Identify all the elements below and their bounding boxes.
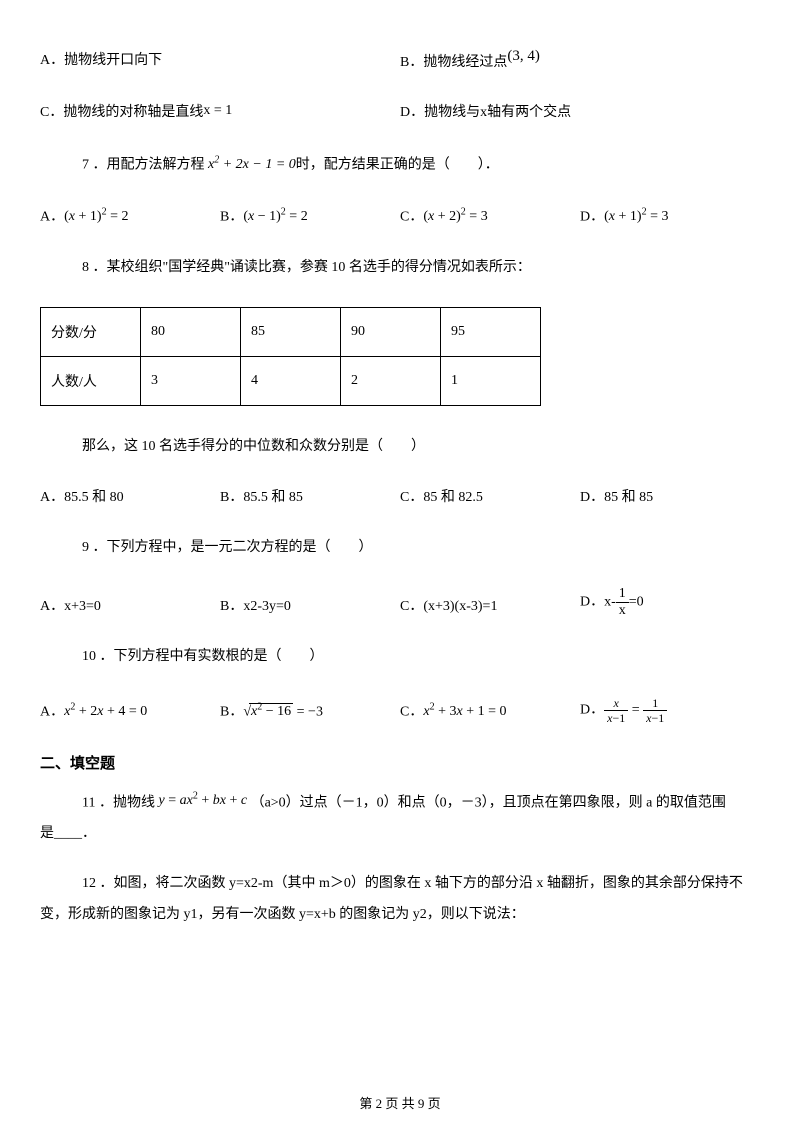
q11-post1: （a>0）过点（－1，0）和点（0，－3），且顶点在第四象限，则 a 的取值范围 — [251, 795, 726, 810]
q10-c-lbl: C． — [400, 704, 423, 719]
q12-line1: 12 ．如图，将二次函数 y=x2-m（其中 m＞0）的图象在 x 轴下方的部分… — [40, 873, 760, 895]
q10-option-c: C．x2 + 3x + 1 = 0 — [400, 700, 580, 724]
cell: 1 — [441, 357, 541, 406]
q8-post: 那么，这 10 名选手得分的中位数和众数分别是（ ） — [40, 436, 760, 458]
q7-options: A．(x + 1)2 = 2 B．(x − 1)2 = 2 C．(x + 2)2… — [40, 205, 760, 229]
q6-options-row1: A．抛物线开口向下 B．抛物线经过点(3, 4) — [40, 50, 760, 74]
q6-option-c: C．抛物线的对称轴是直线x = 1 — [40, 102, 400, 124]
q9-stem: 9 ．下列方程中，是一元二次方程的是（ ） — [40, 537, 760, 559]
table-row: 人数/人 3 4 2 1 — [41, 357, 541, 406]
q6-c-math: x = 1 — [203, 103, 232, 118]
q8-table: 分数/分 80 85 90 95 人数/人 3 4 2 1 — [40, 307, 541, 406]
q7-c-lbl: C． — [400, 209, 423, 224]
q6-option-b: B．抛物线经过点(3, 4) — [400, 50, 760, 74]
q10-option-a: A．x2 + 2x + 4 = 0 — [40, 700, 220, 724]
table-row: 分数/分 80 85 90 95 — [41, 308, 541, 357]
q11-line1: 11 ．抛物线 y = ax2 + bx + c （a>0）过点（－1，0）和点… — [40, 791, 760, 815]
q6-option-d: D．抛物线与x轴有两个交点 — [400, 102, 760, 124]
q12-line2: 变，形成新的图象记为 y1，另有一次函数 y=x+b 的图象记为 y2，则以下说… — [40, 904, 760, 926]
q7-d-lbl: D． — [580, 209, 604, 224]
cell: 85 — [241, 308, 341, 357]
q7-a-lbl: A． — [40, 209, 64, 224]
q8-option-c: C．85 和 82.5 — [400, 487, 580, 509]
q10-d-rn: 1 — [643, 697, 667, 711]
q6-b-math: (3, 4) — [507, 48, 540, 64]
q10-d-ld: x−1 — [604, 711, 628, 724]
q9-d-lbl: D．x- — [580, 595, 616, 610]
q10-option-d: D．xx−1 = 1x−1 — [580, 697, 760, 724]
cell: 95 — [441, 308, 541, 357]
q11-pre: 11 ．抛物线 — [82, 795, 155, 810]
cell: 90 — [341, 308, 441, 357]
q10-b-post: = −3 — [293, 704, 323, 719]
q9-d-post: =0 — [629, 595, 644, 610]
q7-b-lbl: B． — [220, 209, 243, 224]
q9-option-b: B．x2-3y=0 — [220, 596, 400, 618]
q8-option-b: B．85.5 和 85 — [220, 487, 400, 509]
q7-option-d: D．(x + 1)2 = 3 — [580, 205, 760, 229]
q10-stem: 10 ．下列方程中有实数根的是（ ） — [40, 646, 760, 668]
cell: 80 — [141, 308, 241, 357]
q9-option-d: D．x-1x=0 — [580, 587, 760, 618]
q9-options: A．x+3=0 B．x2-3y=0 C．(x+3)(x-3)=1 D．x-1x=… — [40, 587, 760, 618]
q7-option-b: B．(x − 1)2 = 2 — [220, 205, 400, 229]
q11-line2: 是____． — [40, 823, 760, 845]
cell: 2 — [341, 357, 441, 406]
q9-option-c: C．(x+3)(x-3)=1 — [400, 596, 580, 618]
cell: 4 — [241, 357, 341, 406]
q7-stem-pre: 7 ．用配方法解方程 — [82, 157, 205, 172]
q6-d-pre: D．抛物线与 — [400, 105, 480, 120]
q7-stem: 7 ．用配方法解方程 x2 + 2x − 1 = 0时，配方结果正确的是（ ）． — [40, 153, 760, 177]
q8-stem: 8 ．某校组织"国学经典"诵读比赛，参赛 10 名选手的得分情况如表所示： — [40, 257, 760, 279]
section-2-heading: 二、填空题 — [40, 752, 760, 773]
q10-d-ln: x — [604, 697, 628, 711]
q9-d-num: 1 — [616, 587, 629, 603]
q8-option-d: D．85 和 85 — [580, 487, 760, 509]
q10-a-lbl: A． — [40, 704, 64, 719]
q10-d-lbl: D． — [580, 703, 604, 718]
q7-stem-math: x2 + 2x − 1 = 0 — [208, 157, 296, 172]
q10-d-rd: x−1 — [643, 711, 667, 724]
cell: 3 — [141, 357, 241, 406]
q7-stem-post: 时，配方结果正确的是（ ）． — [296, 157, 499, 172]
q9-option-a: A．x+3=0 — [40, 596, 220, 618]
q6-c-pre: C．抛物线的对称轴是直线 — [40, 105, 203, 120]
q10-options: A．x2 + 2x + 4 = 0 B．√x2 − 16 = −3 C．x2 +… — [40, 697, 760, 724]
q6-options-row2: C．抛物线的对称轴是直线x = 1 D．抛物线与x轴有两个交点 — [40, 102, 760, 124]
q7-option-c: C．(x + 2)2 = 3 — [400, 205, 580, 229]
q7-option-a: A．(x + 1)2 = 2 — [40, 205, 220, 229]
q8-option-a: A．85.5 和 80 — [40, 487, 220, 509]
q10-b-lbl: B． — [220, 704, 243, 719]
cell: 人数/人 — [41, 357, 141, 406]
q9-d-den: x — [616, 603, 629, 618]
q6-b-pre: B．抛物线经过点 — [400, 55, 507, 70]
page-footer: 第 2 页 共 9 页 — [0, 1093, 800, 1112]
q8-options: A．85.5 和 80 B．85.5 和 85 C．85 和 82.5 D．85… — [40, 487, 760, 509]
q10-d-eq: = — [628, 703, 643, 718]
q10-option-b: B．√x2 − 16 = −3 — [220, 700, 400, 724]
q6-option-a: A．抛物线开口向下 — [40, 50, 400, 74]
q6-d-post: 轴有两个交点 — [487, 105, 571, 120]
cell: 分数/分 — [41, 308, 141, 357]
